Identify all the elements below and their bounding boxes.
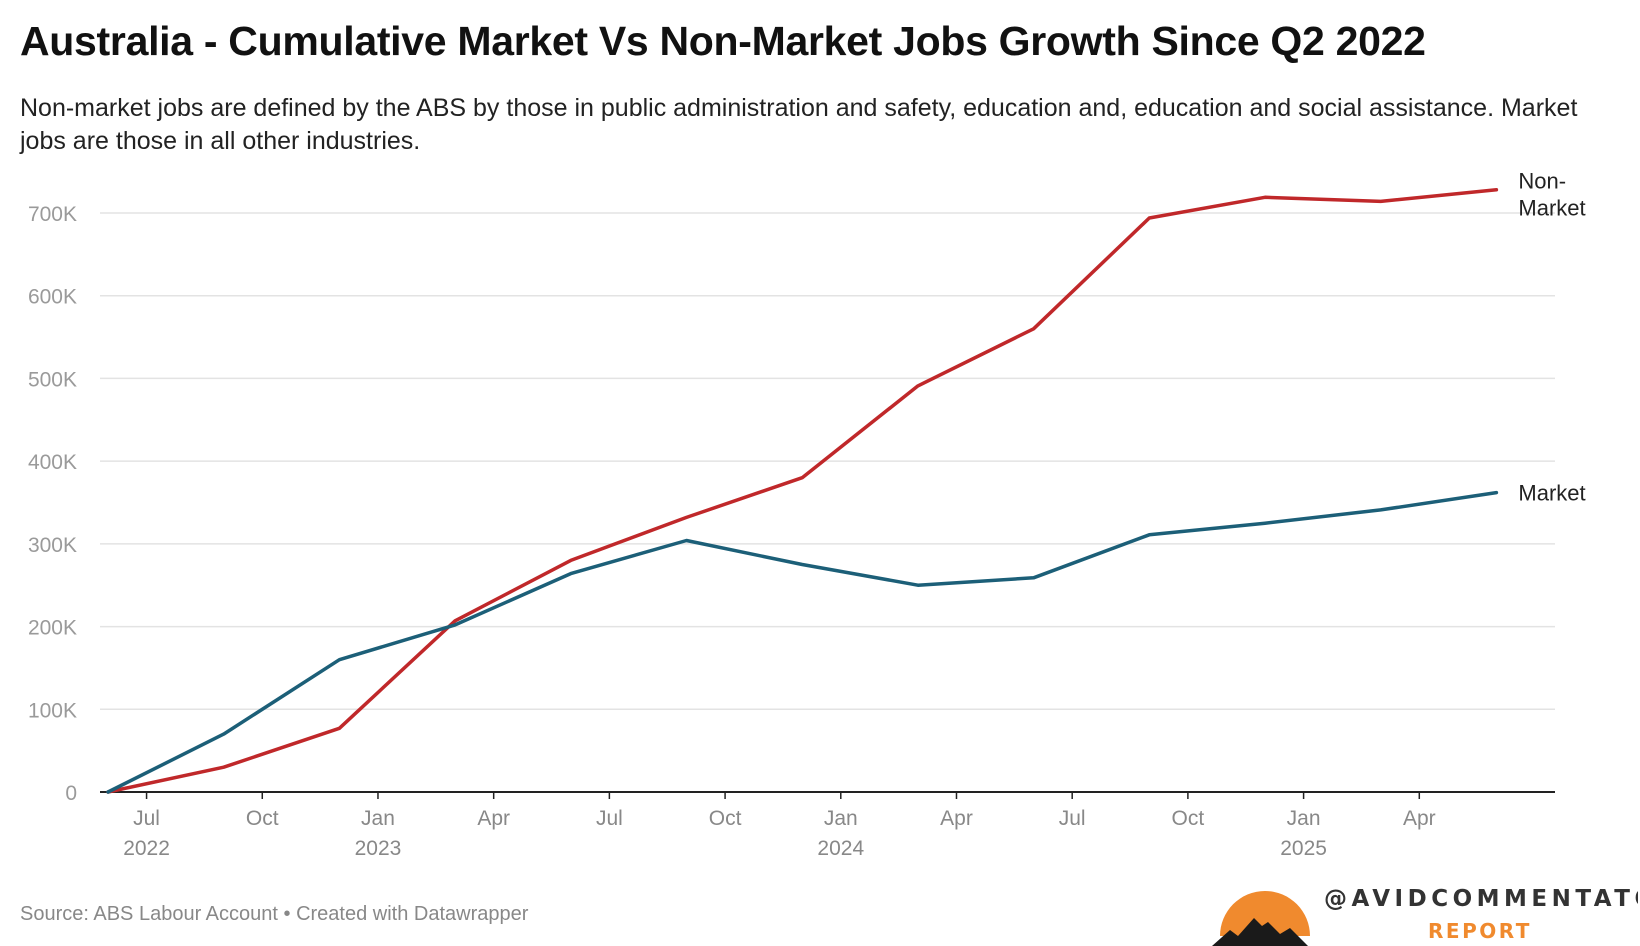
brand-logo: @AVIDCOMMENTATOR REPORT xyxy=(1212,886,1638,946)
source-note: Source: ABS Labour Account • Created wit… xyxy=(20,903,529,925)
chart-title: Australia - Cumulative Market Vs Non-Mar… xyxy=(20,18,1426,64)
x-tick-label: Oct xyxy=(1172,807,1205,830)
x-tick-label: Oct xyxy=(709,807,742,830)
x-tick-label: Jul xyxy=(596,807,623,830)
y-tick-label: 100K xyxy=(28,699,77,722)
x-year-label: 2025 xyxy=(1280,837,1327,860)
logo-handle: @AVIDCOMMENTATOR xyxy=(1324,886,1638,912)
series-lines xyxy=(106,188,1499,794)
x-year-label: 2024 xyxy=(817,837,864,860)
x-tick-label: Jan xyxy=(361,807,395,830)
y-tick-label: 300K xyxy=(28,534,77,557)
x-tick-label: Apr xyxy=(1403,807,1436,830)
chart-subtitle: Non-market jobs are defined by the ABS b… xyxy=(20,94,1578,155)
y-tick-label: 200K xyxy=(28,617,77,640)
gridlines xyxy=(100,212,1555,711)
x-tick-label: Jan xyxy=(1287,807,1321,830)
y-tick-label: 400K xyxy=(28,451,77,474)
x-tick-label: Jul xyxy=(133,807,160,830)
series-label: Non- xyxy=(1518,168,1566,193)
mountain-icon xyxy=(1212,918,1308,946)
x-tick-label: Jan xyxy=(824,807,858,830)
line-chart: 0 100K 200K 300K 400K 500K 600K 700K Jul 2022 Oct… xyxy=(28,168,1586,860)
y-tick-label: 0 xyxy=(65,782,77,805)
series-line-market xyxy=(106,490,1499,794)
x-tick-label: Jul xyxy=(1059,807,1086,830)
x-axis: Jul 2022 Oct Jan 2023 Apr Jul Oct Jan 2024 Apr Jul O… xyxy=(100,791,1555,860)
series-line-non-market xyxy=(106,188,1499,794)
sun-icon xyxy=(1220,891,1310,936)
series-label: Market xyxy=(1518,481,1585,506)
x-tick-label: Apr xyxy=(940,807,973,830)
logo-tagline: REPORT xyxy=(1428,919,1532,943)
x-tick-label: Oct xyxy=(246,807,279,830)
x-tick-label: Apr xyxy=(477,807,510,830)
series-label: Market xyxy=(1518,195,1585,220)
y-tick-label: 700K xyxy=(28,203,77,226)
y-tick-label: 600K xyxy=(28,286,77,309)
x-year-label: 2023 xyxy=(355,837,402,860)
x-year-label: 2022 xyxy=(123,837,170,860)
y-axis: 0 100K 200K 300K 400K 500K 600K 700K xyxy=(28,203,77,805)
y-tick-label: 500K xyxy=(28,368,77,391)
